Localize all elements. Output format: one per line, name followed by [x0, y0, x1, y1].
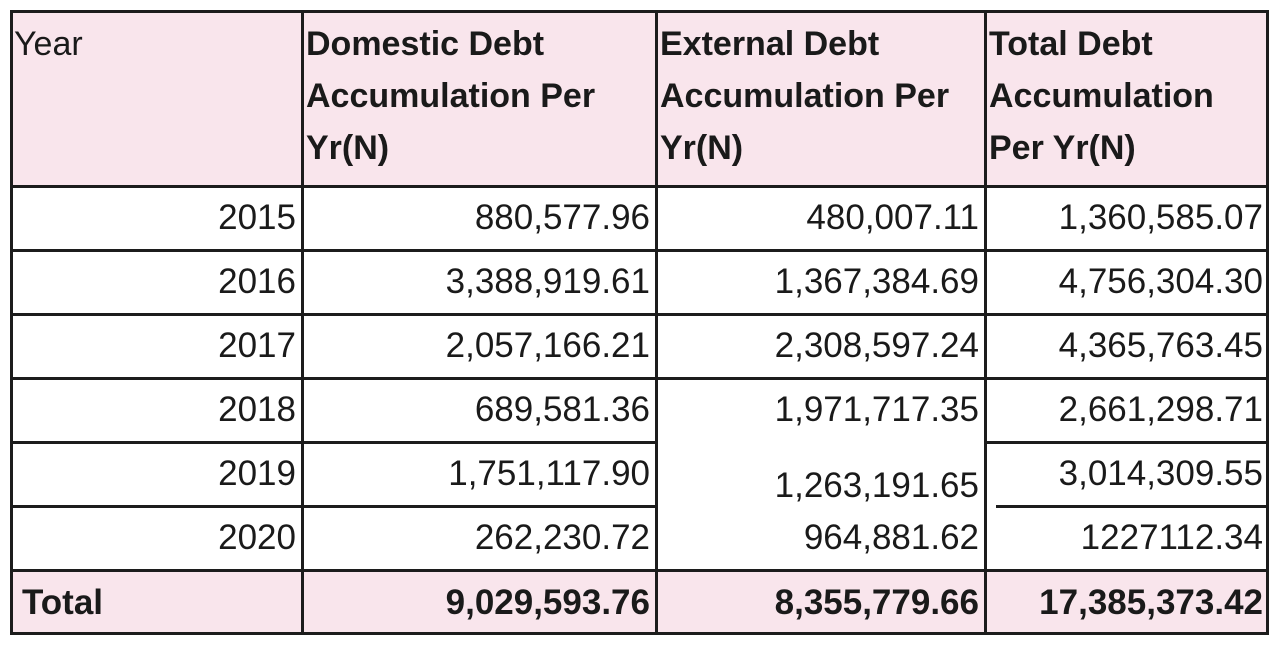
column-divider: [984, 10, 987, 635]
row-divider: [10, 377, 1269, 380]
cell-external: 964,881.62: [803, 518, 979, 557]
header-year-line: Year: [14, 25, 83, 63]
header-domestic-line-1: Domestic Debt: [306, 25, 545, 63]
header-external-debt: External Debt Accumulation Per Yr(N): [656, 10, 985, 186]
cell-domestic: 2,057,166.21: [445, 326, 650, 365]
total-domestic: 9,029,593.76: [302, 570, 656, 635]
column-divider: [655, 10, 658, 635]
table-border-bottom: [10, 632, 1269, 635]
header-external-line-3: Yr(N): [660, 129, 744, 167]
row-divider: [10, 441, 658, 444]
header-domestic-line-3: Yr(N): [306, 129, 390, 167]
row-divider: [10, 505, 658, 508]
cell-external: 1,971,717.35: [774, 390, 979, 429]
row-divider: [10, 569, 1269, 572]
cell-year: 2018: [218, 390, 296, 429]
cell-external: 1,367,384.69: [774, 262, 979, 301]
cell-year: 2017: [218, 326, 296, 365]
cell-external: 1,263,191.65: [774, 466, 979, 505]
cell-domestic: 3,388,919.61: [445, 262, 650, 301]
cell-external: 480,007.11: [806, 198, 979, 237]
cell-total: 2,661,298.71: [1058, 390, 1263, 429]
total-external: 8,355,779.66: [656, 570, 985, 635]
header-external-line-2: Accumulation Per: [660, 77, 950, 115]
header-external-line-1: External Debt: [660, 25, 880, 63]
cell-year: 2015: [218, 198, 296, 237]
row-divider: [10, 185, 1269, 188]
header-domestic-debt: Domestic Debt Accumulation Per Yr(N): [302, 10, 656, 186]
cell-total: 3,014,309.55: [1058, 454, 1263, 493]
column-divider: [301, 10, 304, 635]
cell-year: 2020: [218, 518, 296, 557]
total-total: 17,385,373.42: [985, 570, 1269, 635]
cell-domestic: 1,751,117.90: [448, 454, 650, 493]
table-border-right: [1266, 10, 1269, 635]
cell-year: 2019: [218, 454, 296, 493]
row-divider: [10, 249, 1269, 252]
cell-domestic: 689,581.36: [474, 390, 650, 429]
cell-domestic: 262,230.72: [474, 518, 650, 557]
row-divider: [984, 441, 1269, 444]
total-label: Total: [10, 570, 302, 635]
cell-total: 1,360,585.07: [1058, 198, 1263, 237]
cell-total: 4,756,304.30: [1058, 262, 1263, 301]
row-divider: [996, 505, 1269, 508]
cell-total: 4,365,763.45: [1058, 326, 1263, 365]
row-divider: [10, 313, 1269, 316]
debt-table: Year Domestic Debt Accumulation Per Yr(N…: [10, 10, 1269, 635]
header-domestic-line-2: Accumulation Per: [306, 77, 596, 115]
header-total-line-2: Accumulation: [989, 77, 1214, 115]
cell-external: 2,308,597.24: [774, 326, 979, 365]
header-total-line-1: Total Debt: [989, 25, 1153, 63]
cell-total: 1227112.34: [1080, 518, 1263, 557]
header-year: Year: [10, 10, 302, 186]
table-border-top: [10, 10, 1269, 13]
cell-domestic: 880,577.96: [474, 198, 650, 237]
header-total-line-3: Per Yr(N): [989, 129, 1136, 167]
table-border-left: [10, 10, 13, 635]
header-total-debt: Total Debt Accumulation Per Yr(N): [985, 10, 1269, 186]
cell-year: 2016: [218, 262, 296, 301]
